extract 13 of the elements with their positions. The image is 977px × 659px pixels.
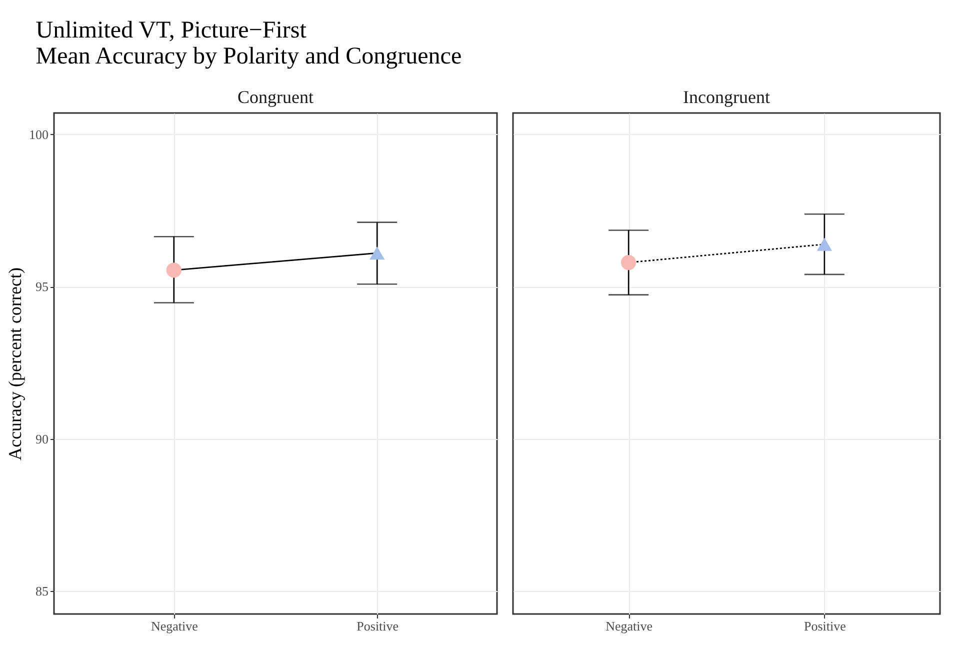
y-axis-title: Accuracy (percent correct) (5, 268, 25, 460)
x-tick-label: Negative (150, 618, 198, 634)
x-tick-label: Positive (356, 618, 399, 634)
x-tick-label: Positive (804, 618, 846, 634)
chart-subtitle: Mean Accuracy by Polarity and Congruence (36, 43, 462, 70)
y-tick-label: 100 (29, 126, 48, 142)
y-tick-label: 90 (36, 431, 48, 446)
y-tick-label: 85 (36, 584, 48, 599)
chart-title: Unlimited VT, Picture−First (36, 17, 307, 44)
text: Congruent (238, 87, 314, 107)
y-tick-label: 95 (36, 279, 48, 294)
text: Incongruent (683, 87, 770, 107)
x-tick-label: Negative (606, 618, 653, 634)
